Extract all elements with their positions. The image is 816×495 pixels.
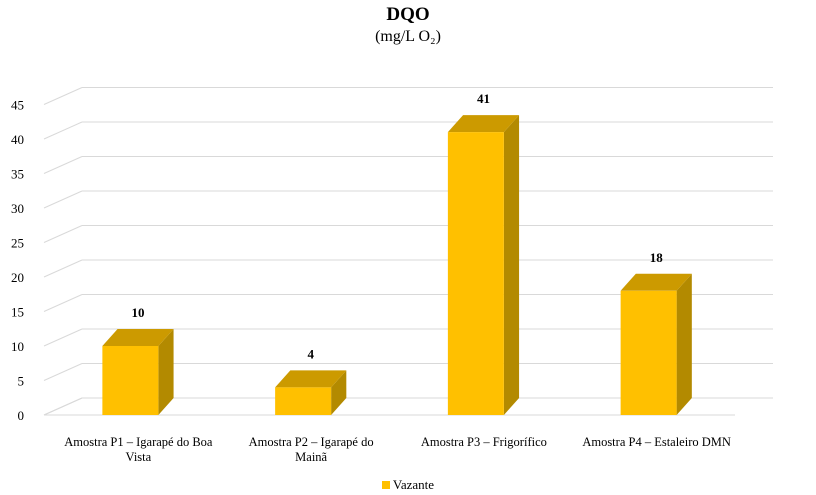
x-tick-label: Amostra P3 – Frigorífico <box>421 435 547 449</box>
bar <box>102 346 159 415</box>
bar-top <box>620 273 692 291</box>
data-label: 41 <box>477 91 490 106</box>
y-tick-label: 10 <box>11 339 24 354</box>
x-tick-label: Vista <box>126 450 152 464</box>
gridline-diagonal <box>43 156 83 174</box>
bar <box>620 290 677 415</box>
y-tick-label: 30 <box>11 201 24 216</box>
gridline-diagonal <box>43 397 83 416</box>
y-tick-label: 5 <box>18 374 25 389</box>
gridline-diagonal <box>43 259 83 278</box>
bar <box>447 132 504 415</box>
bar-side <box>331 370 347 415</box>
y-tick-label: 25 <box>11 236 24 251</box>
x-tick-label: Amostra P1 – Igarapé do Boa <box>64 435 213 449</box>
bar-side <box>503 115 520 415</box>
y-tick-label: 15 <box>11 305 24 320</box>
gridline-diagonal <box>43 294 83 312</box>
y-tick-label: 35 <box>11 167 24 182</box>
gridline-diagonal <box>43 87 83 105</box>
gridline-diagonal <box>43 363 83 381</box>
y-tick-label: 20 <box>11 270 24 285</box>
y-tick-label: 0 <box>18 408 25 423</box>
legend-swatch-vazante <box>381 481 390 489</box>
bar-top <box>275 370 347 388</box>
x-tick-label: Amostra P2 – Igarapé do <box>249 435 374 449</box>
x-tick-label: Amostra P4 – Estaleiro DMN <box>582 435 731 449</box>
y-tick-label: 40 <box>11 132 24 147</box>
data-label: 10 <box>131 305 144 320</box>
gridline-diagonal <box>43 190 83 209</box>
chart-subtitle: (mg/L O₂) <box>375 28 441 45</box>
x-tick-label: Mainã <box>295 450 327 464</box>
chart-title: DQO <box>386 4 430 25</box>
gridline-diagonal <box>43 121 83 140</box>
gridline-diagonal <box>43 328 83 347</box>
y-tick-label: 45 <box>11 98 24 113</box>
legend-label-vazante: Vazante <box>392 477 435 492</box>
bar-side <box>676 273 692 415</box>
data-label: 18 <box>650 250 664 265</box>
gridline-diagonal <box>43 225 83 243</box>
legend: Vazante <box>0 477 816 493</box>
bar-side <box>158 329 174 415</box>
bar <box>275 387 332 415</box>
data-label: 4 <box>307 346 314 361</box>
bar-top <box>447 115 520 133</box>
bar-top <box>102 329 174 346</box>
